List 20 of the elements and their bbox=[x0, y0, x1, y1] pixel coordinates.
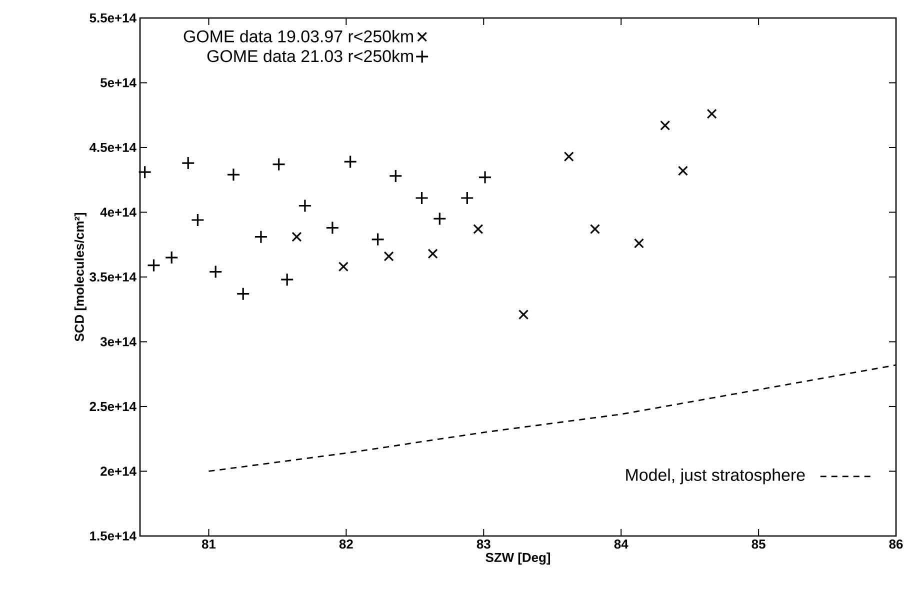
y-tick-label: 5e+14 bbox=[100, 78, 136, 88]
y-tick-label: 4e+14 bbox=[100, 208, 136, 217]
y-tick-label: 3.5e+14 bbox=[90, 272, 136, 282]
x-tick-label: 81 bbox=[202, 540, 216, 549]
legend-label: GOME data 19.03.97 r<250km bbox=[184, 30, 413, 42]
y-tick-label: 4.5e+14 bbox=[90, 142, 136, 152]
y-tick-label: 2e+14 bbox=[100, 466, 136, 476]
y-axis-title: SCD [molecules/cm²] bbox=[74, 212, 86, 342]
legend-label: Model, just stratosphere bbox=[626, 468, 805, 484]
x-tick-label: 82 bbox=[339, 540, 353, 549]
y-tick-label: 3e+14 bbox=[100, 337, 136, 346]
x-tick-label: 85 bbox=[752, 540, 766, 549]
x-tick-label: 84 bbox=[614, 540, 628, 549]
y-tick-label: 5.5e+14 bbox=[90, 13, 136, 22]
y-tick-label: 2.5e+14 bbox=[90, 402, 136, 412]
legend-label: GOME data 21.03 r<250km bbox=[207, 50, 413, 62]
x-tick-label: 86 bbox=[889, 540, 903, 549]
x-tick-label: 83 bbox=[476, 540, 490, 549]
y-tick-label: 1.5e+14 bbox=[90, 531, 136, 540]
x-axis-title: SZW [Deg] bbox=[486, 552, 550, 565]
